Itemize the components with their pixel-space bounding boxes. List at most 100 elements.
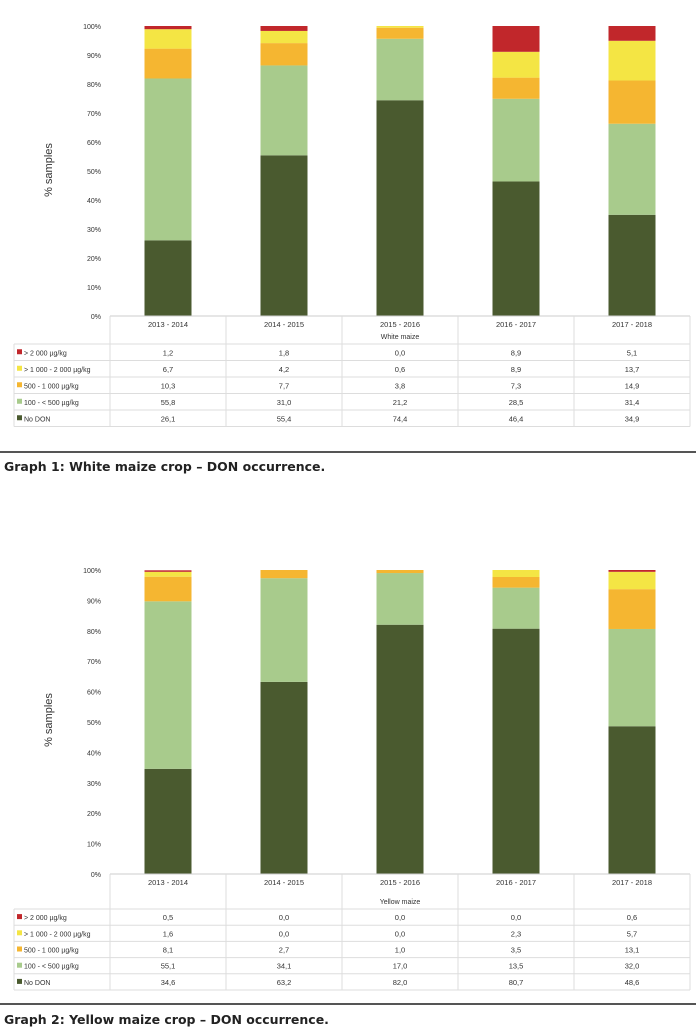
data-label: 55,8 (161, 398, 176, 407)
data-label: 1,0 (395, 946, 405, 955)
data-label: 1,6 (163, 929, 173, 938)
bar-segment (144, 240, 192, 316)
legend-label: 500 - 1 000 µg/kg (24, 948, 79, 955)
data-label: 1,8 (279, 348, 289, 357)
data-label: 0,5 (163, 913, 173, 922)
data-label: 31,4 (625, 398, 640, 407)
bar-segment (492, 628, 540, 874)
y-tick-label: 60% (87, 690, 101, 697)
bar-segment (376, 38, 424, 101)
data-label: 4,2 (279, 365, 289, 374)
bar-segment (608, 26, 656, 41)
legend-label: No DON (24, 416, 50, 423)
legend-label: 500 - 1 000 µg/kg (24, 383, 79, 390)
data-label: 8,9 (511, 348, 521, 357)
data-label: 8,1 (163, 946, 173, 955)
bar-segment (144, 576, 192, 602)
legend-swatch (17, 930, 22, 936)
data-label: 0,0 (279, 913, 289, 922)
bar-segment (492, 576, 540, 588)
y-tick-label: 60% (87, 140, 101, 147)
y-tick-label: 20% (87, 811, 101, 818)
y-tick-label: 100% (83, 568, 101, 575)
legend-swatch (17, 914, 22, 920)
legend-label: No DON (24, 980, 50, 987)
legend-swatch (17, 415, 22, 421)
data-label: 34,6 (161, 978, 176, 987)
data-label: 46,4 (509, 414, 524, 423)
data-label: 5,1 (627, 348, 637, 357)
data-label: 82,0 (393, 978, 408, 987)
data-label: 28,5 (509, 398, 524, 407)
bar-segment (492, 98, 540, 182)
data-label: 8,9 (511, 365, 521, 374)
group-label: Yellow maize (380, 899, 421, 906)
x-category-label: 2013 - 2014 (148, 320, 188, 329)
legend-swatch (17, 978, 22, 984)
chart-1-caption: Graph 1: White maize crop – DON occurren… (4, 459, 326, 474)
data-label: 10,3 (161, 381, 176, 390)
legend-label: > 2 000 µg/kg (24, 350, 67, 357)
legend-swatch (17, 962, 22, 968)
legend-swatch (17, 349, 22, 355)
legend-swatch (17, 365, 22, 371)
y-tick-label: 0% (91, 314, 101, 321)
data-label: 7,3 (511, 381, 521, 390)
y-tick-label: 50% (87, 720, 101, 727)
y-tick-label: 30% (87, 227, 101, 234)
bar-segment (144, 26, 192, 30)
y-tick-label: 100% (83, 24, 101, 31)
y-tick-label: 70% (87, 659, 101, 666)
x-category-label: 2014 - 2015 (264, 320, 304, 329)
y-tick-label: 30% (87, 781, 101, 788)
legend-swatch (17, 382, 22, 388)
bar-segment (376, 573, 424, 625)
data-label: 0,0 (395, 348, 405, 357)
bar-segment (144, 48, 192, 79)
bar-segment (492, 587, 540, 629)
y-tick-label: 20% (87, 256, 101, 263)
legend-label: 100 - < 500 µg/kg (24, 400, 79, 407)
y-tick-label: 40% (87, 198, 101, 205)
legend-label: > 1 000 - 2 000 µg/kg (24, 367, 91, 374)
data-label: 0,6 (395, 365, 405, 374)
data-label: 5,7 (627, 929, 637, 938)
legend-swatch (17, 946, 22, 952)
bar-segment (260, 570, 308, 579)
white-maize-chart: % samples 0% 10% 20% 30% 40% 50% 60% 70% 80% 90% 10… (13, 24, 691, 427)
bar-segment (608, 628, 656, 727)
data-label: 17,0 (393, 962, 408, 971)
data-label: 0,0 (279, 929, 289, 938)
data-label: 0,0 (395, 929, 405, 938)
data-label: 14,9 (625, 381, 640, 390)
data-label: 74,4 (393, 414, 408, 423)
bar-segment (492, 570, 540, 577)
divider-2 (0, 1003, 696, 1005)
bar-segment (144, 570, 192, 572)
legend-swatch (17, 398, 22, 404)
y-tick-label: 10% (87, 842, 101, 849)
legend-label: > 2 000 µg/kg (24, 915, 67, 922)
bar-segment (608, 214, 656, 316)
y-axis-label: % samples (43, 143, 55, 197)
bar-segment (608, 123, 656, 215)
bar-segment (376, 100, 424, 317)
bar-segment (608, 571, 656, 590)
data-label: 6,7 (163, 365, 173, 374)
y-tick-label: 70% (87, 111, 101, 118)
data-label: 55,4 (277, 414, 292, 423)
bar-segment (492, 51, 540, 78)
data-label: 34,1 (277, 962, 292, 971)
bar-segment (260, 155, 308, 316)
data-label: 31,0 (277, 398, 292, 407)
x-category-label: 2017 - 2018 (612, 320, 652, 329)
divider-1 (0, 451, 696, 453)
data-label: 32,0 (625, 962, 640, 971)
bar-segment (260, 30, 308, 44)
data-label: 1,2 (163, 348, 173, 357)
x-category-label: 2017 - 2018 (612, 878, 652, 887)
bar-segment (144, 571, 192, 577)
bar-segment (608, 40, 656, 81)
bar-segment (144, 768, 192, 874)
data-label: 0,6 (627, 913, 637, 922)
